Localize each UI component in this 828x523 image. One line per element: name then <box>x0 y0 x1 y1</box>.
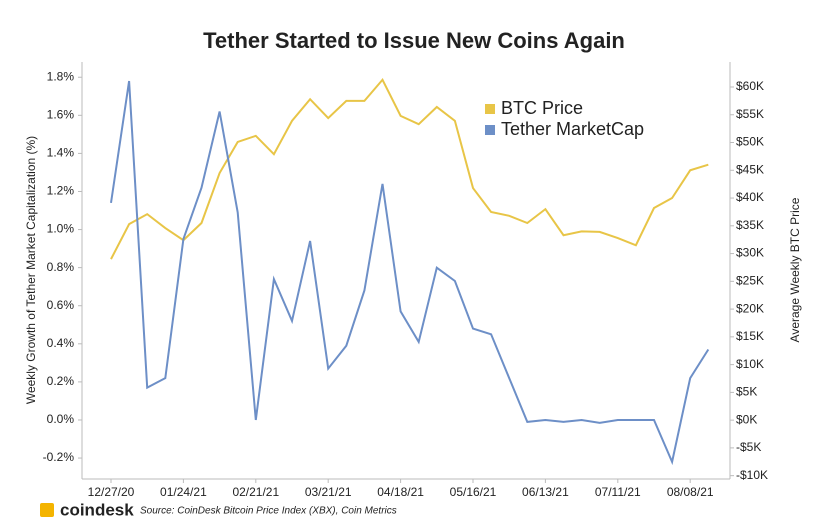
y-tick-label: 1.6% <box>47 107 75 121</box>
y2-tick-label: $60K <box>736 79 764 93</box>
y-tick-label: 0.6% <box>47 298 75 312</box>
y2-tick-label: $15K <box>736 329 764 343</box>
y-tick-label: 0.8% <box>47 260 75 274</box>
y2-tick-label: $45K <box>736 162 764 176</box>
legend-swatch <box>485 104 495 114</box>
y2-axis-label: Average Weekly BTC Price <box>788 197 802 342</box>
y2-tick-label: $10K <box>736 357 764 371</box>
y-tick-label: 1.0% <box>47 222 75 236</box>
x-tick-label: 08/08/21 <box>667 485 714 499</box>
chart-title: Tether Started to Issue New Coins Again <box>203 28 625 53</box>
x-tick-label: 02/21/21 <box>232 485 279 499</box>
x-tick-label: 07/11/21 <box>595 485 641 499</box>
series-line <box>110 77 709 260</box>
series-line <box>110 80 710 466</box>
logo-icon <box>40 503 54 517</box>
x-tick-label: 12/27/20 <box>88 485 135 499</box>
x-tick-label: 06/13/21 <box>522 485 569 499</box>
y2-tick-label: $55K <box>736 107 764 121</box>
y2-tick-label: $30K <box>736 246 764 260</box>
y2-tick-label: $5K <box>736 385 757 399</box>
y-tick-label: 1.8% <box>47 69 75 83</box>
y2-tick-label: -$10K <box>736 468 768 482</box>
y-tick-label: 0.2% <box>47 374 75 388</box>
y-tick-label: -0.2% <box>43 450 75 464</box>
logo: coindesk <box>60 500 134 519</box>
y-tick-label: 1.4% <box>47 146 75 160</box>
legend-swatch <box>485 125 495 135</box>
y-tick-label: 0.0% <box>47 412 75 426</box>
x-tick-label: 01/24/21 <box>160 485 207 499</box>
y2-tick-label: -$5K <box>736 440 761 454</box>
y2-tick-label: $25K <box>736 273 764 287</box>
y-tick-label: 0.4% <box>47 336 75 350</box>
y2-tick-label: $50K <box>736 135 764 149</box>
x-tick-label: 05/16/21 <box>450 485 497 499</box>
legend-label: BTC Price <box>501 98 583 118</box>
y-axis-label: Weekly Growth of Tether Market Capitaliz… <box>24 136 38 404</box>
source: Source: CoinDesk Bitcoin Price Index (XB… <box>140 506 397 517</box>
x-tick-label: 04/18/21 <box>377 485 424 499</box>
y2-tick-label: $40K <box>736 190 764 204</box>
y-tick-label: 1.2% <box>47 184 75 198</box>
x-tick-label: 03/21/21 <box>305 485 352 499</box>
y2-tick-label: $20K <box>736 301 764 315</box>
legend-label: Tether MarketCap <box>501 119 644 139</box>
y2-tick-label: $0K <box>736 412 757 426</box>
y2-tick-label: $35K <box>736 218 764 232</box>
